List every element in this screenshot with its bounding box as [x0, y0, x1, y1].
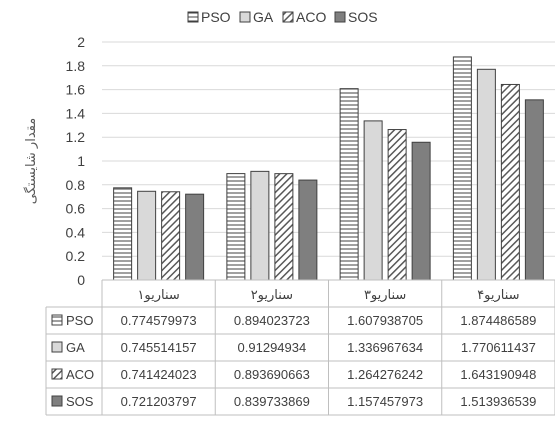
- bar-ga: [250, 170, 270, 281]
- data-table: سناریو۱ سناریو۲ سناریو۳ سناریو۴ PSO 0.7745799…: [45, 279, 555, 416]
- bar-sos: [298, 179, 318, 281]
- y-tick-label: 2: [77, 34, 85, 50]
- y-tick-label: 1.8: [66, 58, 86, 74]
- table-cell: 0.893690663: [234, 367, 310, 382]
- legend-label: PSO: [201, 9, 231, 25]
- table-cell: 1.513936539: [460, 394, 536, 409]
- table-cell: 0.745514157: [121, 340, 197, 355]
- legend-key: [187, 11, 199, 23]
- table-series-name: GA: [66, 340, 85, 355]
- legend-key: [239, 11, 251, 23]
- y-tick-label: 0.8: [66, 177, 86, 193]
- bar-pso: [113, 187, 133, 281]
- table-legend-key: [51, 368, 63, 380]
- table-cell: 0.774579973: [121, 313, 197, 328]
- bar-aco: [500, 83, 520, 281]
- y-tick-label: 0.6: [66, 201, 86, 217]
- bar-aco: [161, 191, 181, 281]
- table-cell: 1.157457973: [347, 394, 423, 409]
- legend-key: [334, 11, 346, 23]
- bar-pso: [226, 173, 246, 281]
- y-tick-label: 1: [77, 153, 85, 169]
- legend-key: [282, 11, 294, 23]
- category-label: سناریو۲: [251, 288, 293, 303]
- table-cell: 0.721203797: [121, 394, 197, 409]
- table-cell: 1.874486589: [460, 313, 536, 328]
- bars: [113, 56, 544, 281]
- y-tick-label: 1.2: [66, 129, 86, 145]
- y-tick-label: 0.4: [66, 224, 86, 240]
- table-cell: 0.894023723: [234, 313, 310, 328]
- y-tick-label: 0: [77, 272, 85, 288]
- y-tick-label: 0.2: [66, 248, 86, 264]
- bar-sos: [524, 99, 544, 281]
- bar-ga: [476, 68, 496, 281]
- table-cell: 0.91294934: [238, 340, 307, 355]
- y-tick-label: 1.4: [66, 105, 86, 121]
- table-legend-key: [51, 314, 63, 326]
- bar-pso: [339, 88, 359, 281]
- table-cell: 1.643190948: [460, 367, 536, 382]
- table-series-name: ACO: [66, 367, 94, 382]
- table-series-name: PSO: [66, 313, 93, 328]
- table-cell: 1.264276242: [347, 367, 423, 382]
- table-legend-key: [51, 341, 63, 353]
- bar-aco: [274, 173, 294, 281]
- category-label: سناریو۴: [477, 288, 519, 303]
- table-cell: 1.336967634: [347, 340, 423, 355]
- y-tick-label: 1.6: [66, 82, 86, 98]
- table-cell: 1.607938705: [347, 313, 423, 328]
- bar-sos: [185, 193, 205, 281]
- table-cell: 0.741424023: [121, 367, 197, 382]
- bar-ga: [363, 120, 383, 281]
- bar-sos: [411, 141, 431, 281]
- legend-label: ACO: [296, 9, 326, 25]
- table-legend-key: [51, 395, 63, 407]
- legend: PSO GA ACO SOS: [187, 9, 378, 25]
- legend-label: GA: [253, 9, 274, 25]
- bar-ga: [137, 190, 157, 281]
- y-axis-ticks: 0 0.2 0.4 0.6 0.8 1 1.2 1.4 1.6 1.8 2: [66, 34, 86, 288]
- table-cell: 0.839733869: [234, 394, 310, 409]
- bar-pso: [452, 56, 472, 281]
- category-label: سناریو۳: [364, 288, 406, 303]
- y-axis-label: مقدار شایستگی: [23, 118, 39, 204]
- bar-aco: [387, 129, 407, 281]
- table-cell: 1.770611437: [461, 340, 536, 355]
- table-series-name: SOS: [66, 394, 94, 409]
- legend-label: SOS: [348, 9, 378, 25]
- category-label: سناریو۱: [137, 288, 179, 303]
